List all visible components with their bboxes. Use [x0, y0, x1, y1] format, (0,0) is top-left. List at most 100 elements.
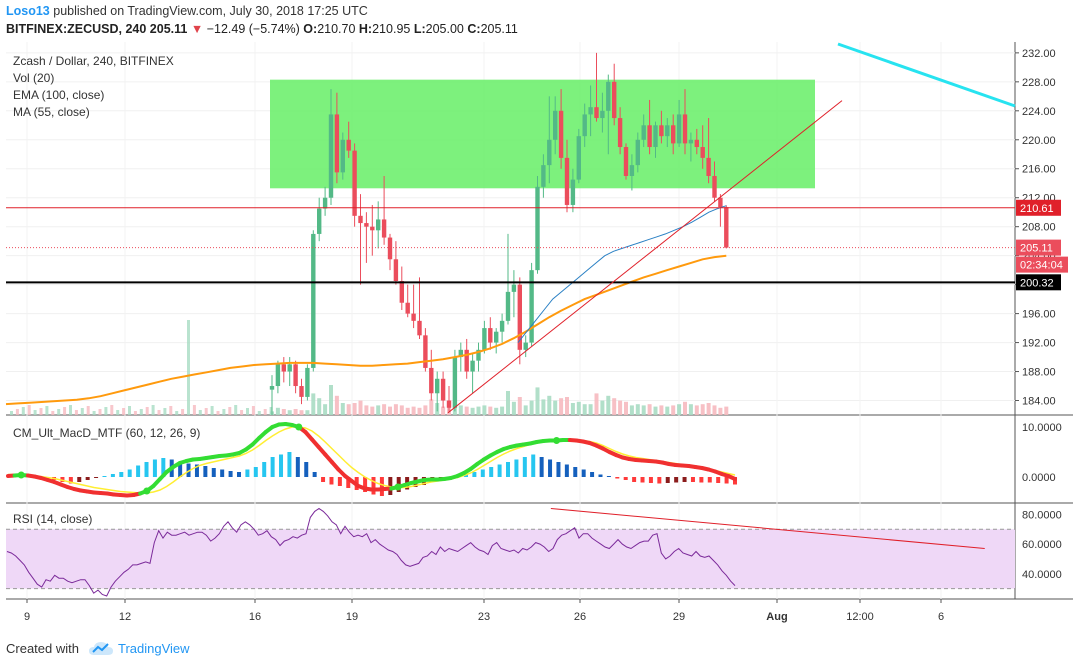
volume-bar: [240, 410, 244, 415]
macd-histogram-bar: [514, 459, 519, 477]
macd-histogram-bar: [388, 477, 393, 495]
candle-body: [370, 226, 375, 231]
volume-bar: [352, 403, 357, 415]
volume-bar: [535, 387, 540, 415]
volume-bar: [641, 405, 646, 415]
volume-bar: [358, 400, 363, 415]
legend-ema: EMA (100, close): [13, 88, 104, 102]
candle-body: [724, 207, 729, 248]
volume-bar: [305, 410, 310, 415]
macd-histogram-bar: [497, 464, 502, 477]
volume-bar: [393, 404, 398, 415]
macd-histogram-bar: [632, 477, 637, 482]
macd-histogram-bar: [648, 477, 653, 483]
volume-bar: [57, 409, 61, 415]
tradingview-brand[interactable]: TradingView: [118, 641, 190, 656]
rsi-axis[interactable]: 40.0000 60.0000 80.0000: [1022, 509, 1062, 580]
macd-histogram-bar: [682, 477, 687, 482]
volume-bar: [33, 410, 37, 415]
volume-bar: [488, 406, 493, 415]
volume-bar: [464, 406, 469, 415]
candle-body: [287, 364, 292, 372]
volume-bar: [565, 397, 569, 415]
open-value: 210.70: [317, 22, 356, 36]
macd-histogram-bar: [690, 477, 695, 482]
volume-bar: [216, 411, 220, 415]
volume-bar: [98, 409, 102, 415]
candle-body: [582, 114, 587, 137]
macd-histogram-bar: [699, 477, 704, 483]
candle-body: [405, 302, 410, 314]
candle-body: [688, 139, 694, 144]
rsi-trendline[interactable]: [550, 507, 985, 550]
volume-bar: [411, 406, 416, 415]
author-name[interactable]: Loso13: [6, 4, 50, 18]
time-tick-label: 6: [938, 611, 944, 623]
macd-histogram-bar: [615, 477, 620, 479]
volume-bar: [269, 407, 273, 415]
volume-bar: [688, 404, 693, 415]
chart-canvas[interactable]: 184.00188.00192.00196.00200.00204.00208.…: [0, 42, 1073, 636]
descending-trendline[interactable]: [837, 42, 1016, 108]
close-value: 205.11: [480, 22, 518, 36]
candle-body: [564, 157, 570, 205]
candle-body: [376, 219, 381, 231]
volume-bar: [257, 411, 261, 415]
macd-histogram-bar: [178, 462, 183, 477]
macd-histogram-bar: [194, 464, 199, 477]
macd-histogram-bar: [329, 477, 334, 485]
macd-histogram-bar: [489, 467, 494, 477]
macd-cross-markers: [17, 423, 561, 495]
price-change: −12.49 (−5.74%): [206, 22, 300, 36]
macd-histogram-bar: [590, 472, 595, 477]
volume-bar: [275, 407, 280, 415]
price-axis[interactable]: 184.00188.00192.00196.00200.00204.00208.…: [1015, 48, 1056, 408]
candle-body: [464, 349, 469, 372]
volume-bar: [606, 395, 611, 415]
volume-bar: [10, 411, 13, 415]
macd-histogram-bar: [724, 477, 729, 484]
candle-body: [612, 81, 617, 119]
volume-bar: [175, 411, 179, 415]
volume-bar: [624, 401, 628, 415]
volume-bar: [588, 404, 593, 415]
volume-bar: [553, 400, 558, 415]
volume-bar: [228, 407, 232, 415]
time-axis[interactable]: 9 12 16 19 23 26 29 Aug 12:00 6: [24, 599, 944, 623]
candle-body: [440, 378, 446, 401]
footer: Created with TradingView: [0, 636, 1073, 665]
price-tick-label: 208.00: [1022, 222, 1056, 234]
tradingview-cloud-icon[interactable]: [88, 640, 114, 658]
macd-cross-marker: [17, 471, 25, 479]
resistance-badge: 210.61: [1016, 199, 1061, 216]
volume-bar: [311, 393, 316, 415]
volume-bar: [27, 405, 31, 415]
volume-bar: [340, 403, 345, 415]
volume-bar: [618, 400, 623, 415]
macd-axis[interactable]: 0.0000 10.0000: [1022, 422, 1062, 484]
volume-bar: [163, 408, 167, 415]
volume-bar: [517, 397, 522, 415]
macd-signal-line: [8, 426, 736, 494]
macd-histogram-bar: [472, 472, 477, 477]
candle-body: [570, 179, 576, 205]
volume-bar: [441, 406, 446, 415]
macd-histogram-bar: [556, 462, 561, 477]
candle-body: [435, 378, 440, 394]
volume-bar: [529, 400, 534, 415]
volume-bar: [169, 406, 173, 415]
macd-histogram-bar: [363, 477, 368, 492]
volume-bar: [629, 405, 634, 415]
volume-bar: [222, 409, 226, 415]
volume-bar: [116, 410, 120, 415]
time-tick-label: 9: [24, 611, 30, 623]
legend-rsi: RSI (14, close): [13, 512, 92, 526]
candle-body: [381, 219, 387, 238]
macd-histogram-bar: [674, 477, 679, 483]
macd-histogram-bar: [94, 477, 99, 478]
low-label: L:: [413, 22, 426, 36]
created-with-text: Created with: [6, 641, 79, 656]
macd-histogram-bar: [539, 457, 544, 477]
candle-body: [665, 125, 670, 137]
ascending-trendline[interactable]: [447, 100, 843, 414]
